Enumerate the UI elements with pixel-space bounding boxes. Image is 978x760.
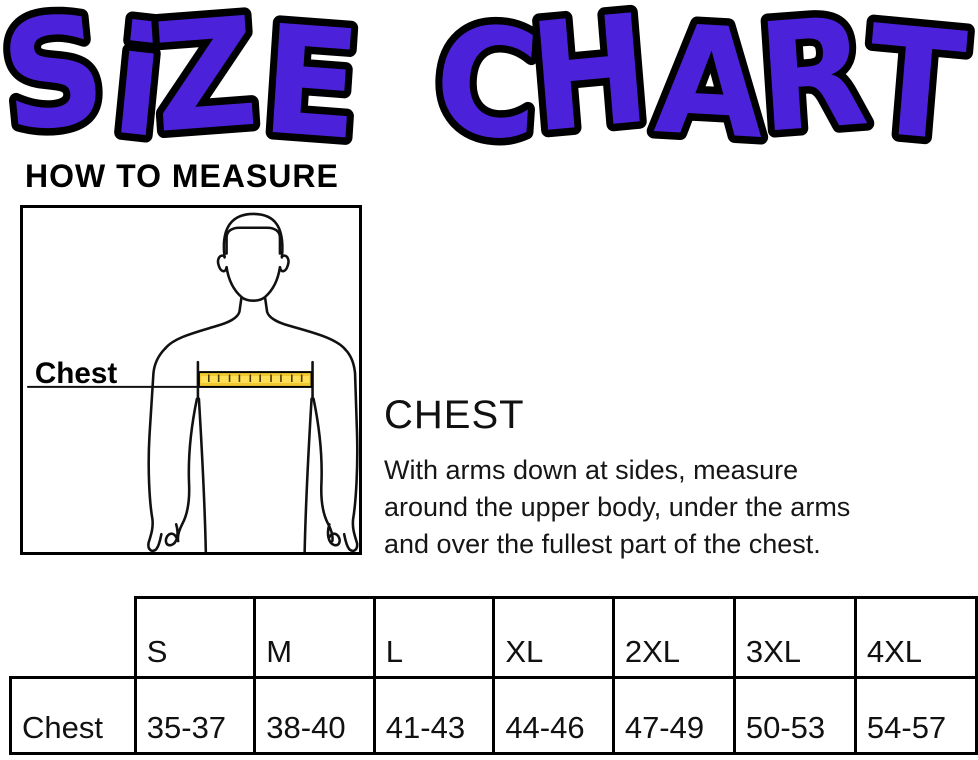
figure-head: [216, 212, 290, 302]
size-header-m: M: [253, 596, 376, 679]
title-word-chart: CHART: [429, 0, 971, 156]
page-title-size-chart: SiZE CHART: [0, 0, 978, 156]
table-header-row: S M L XL 2XL 3XL 4XL: [11, 596, 978, 679]
size-table: S M L XL 2XL 3XL 4XL Chest 35-37 38-40 4…: [9, 596, 978, 755]
figure-chest-label: Chest: [35, 357, 117, 390]
chest-range-s: 35-37: [133, 676, 257, 755]
description-line: and over the fullest part of the chest.: [384, 529, 821, 559]
chest-row-label: Chest: [9, 676, 137, 755]
size-header-4xl: 4XL: [853, 596, 978, 679]
title-word-size: SiZE: [0, 0, 365, 156]
size-header-2xl: 2XL: [611, 596, 736, 679]
chest-instructions-section: CHEST With arms down at sides, measure a…: [384, 394, 974, 563]
table-corner-spacer: [11, 598, 136, 678]
measuring-tape: [197, 371, 313, 388]
size-header-xl: XL: [492, 596, 615, 679]
chest-section-heading: CHEST: [384, 393, 525, 437]
measurement-figure-illustration: Chest: [26, 212, 359, 552]
size-table-container: S M L XL 2XL 3XL 4XL Chest 35-37 38-40 4…: [9, 596, 978, 755]
chest-section-description: With arms down at sides, measure around …: [384, 452, 974, 563]
measurement-figure-box: Chest: [20, 205, 362, 555]
size-header-s: S: [133, 596, 257, 679]
description-line: around the upper body, under the arms: [384, 492, 851, 522]
chest-range-2xl: 47-49: [611, 676, 736, 755]
chest-range-m: 38-40: [253, 676, 376, 755]
figure-shoulders: [164, 296, 347, 351]
chest-range-4xl: 54-57: [853, 676, 978, 755]
size-header-3xl: 3XL: [732, 596, 857, 679]
chest-range-l: 41-43: [372, 676, 496, 755]
table-chest-row: Chest 35-37 38-40 41-43 44-46 47-49 50-5…: [9, 676, 978, 755]
size-header-l: L: [372, 596, 496, 679]
chest-range-3xl: 50-53: [732, 676, 857, 755]
how-to-measure-heading: HOW TO MEASURE: [25, 158, 339, 194]
description-line: With arms down at sides, measure: [384, 455, 799, 485]
chest-range-xl: 44-46: [492, 676, 615, 755]
figure-arms-torso: [147, 347, 359, 552]
